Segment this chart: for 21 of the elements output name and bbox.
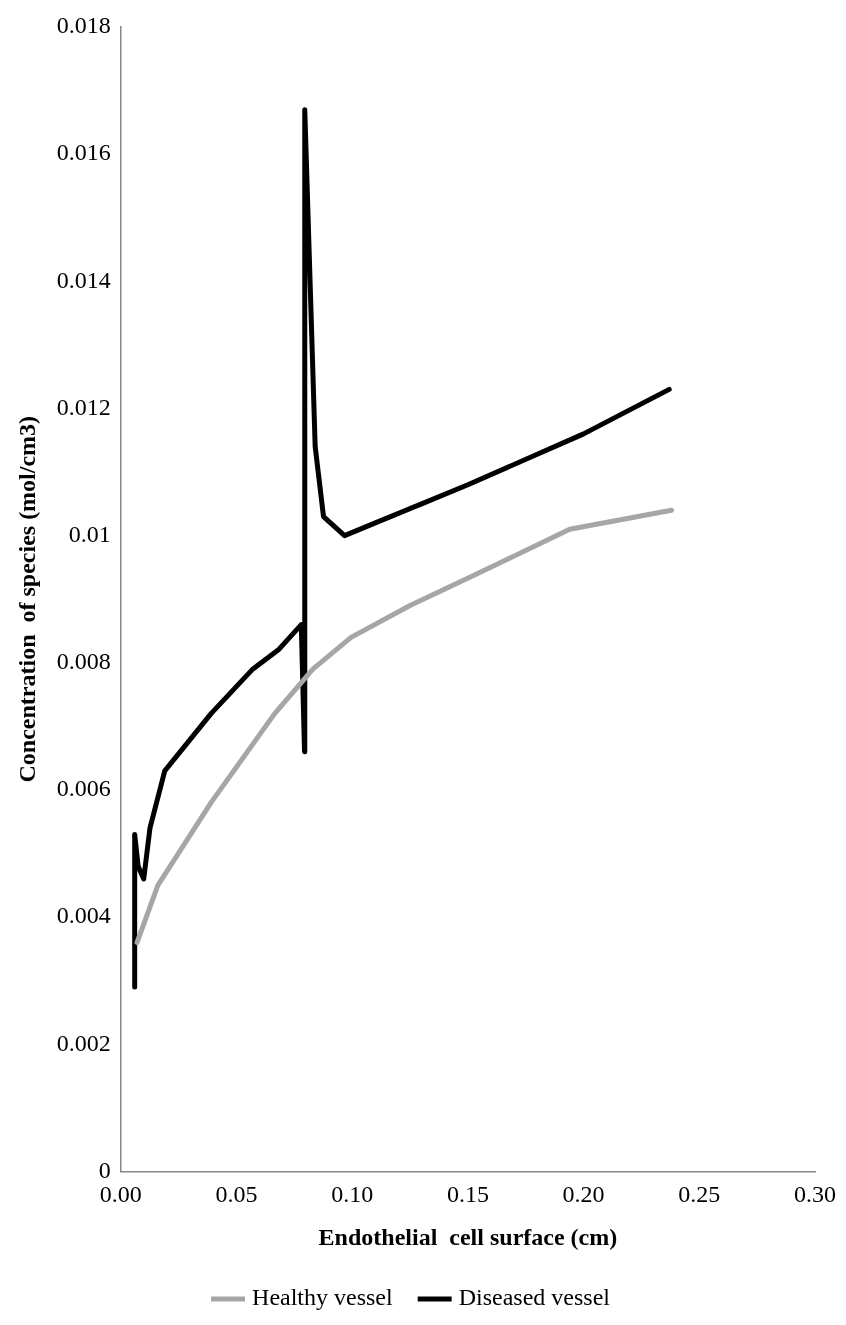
y-tick-label: 0.004 [56, 902, 111, 929]
y-tick-label: 0.01 [68, 520, 111, 547]
x-axis-title: Endothelial cell surface (cm) [318, 1223, 618, 1250]
y-axis-title: Concentration of species (mol/cm3) [13, 415, 40, 783]
y-tick-label: 0.002 [56, 1029, 111, 1056]
legend-label: Healthy vessel [252, 1284, 393, 1311]
x-tick-label: 0.10 [331, 1181, 374, 1208]
legend-label: Diseased vessel [458, 1284, 611, 1311]
x-tick-label: 0.20 [562, 1181, 605, 1208]
x-tick-label: 0.05 [215, 1181, 258, 1208]
x-tick-label: 0.15 [446, 1181, 489, 1208]
y-tick-label: 0.016 [56, 139, 111, 166]
y-tick-label: 0.008 [56, 648, 111, 675]
y-tick-label: 0.006 [56, 775, 111, 802]
y-tick-label: 0 [98, 1156, 111, 1183]
y-tick-label: 0.012 [56, 393, 111, 420]
y-tick-label: 0.014 [56, 266, 111, 293]
y-tick-label: 0.018 [56, 12, 111, 39]
x-tick-label: 0.25 [678, 1181, 721, 1208]
x-tick-label: 0.00 [99, 1181, 142, 1208]
x-tick-label: 0.30 [794, 1181, 836, 1208]
